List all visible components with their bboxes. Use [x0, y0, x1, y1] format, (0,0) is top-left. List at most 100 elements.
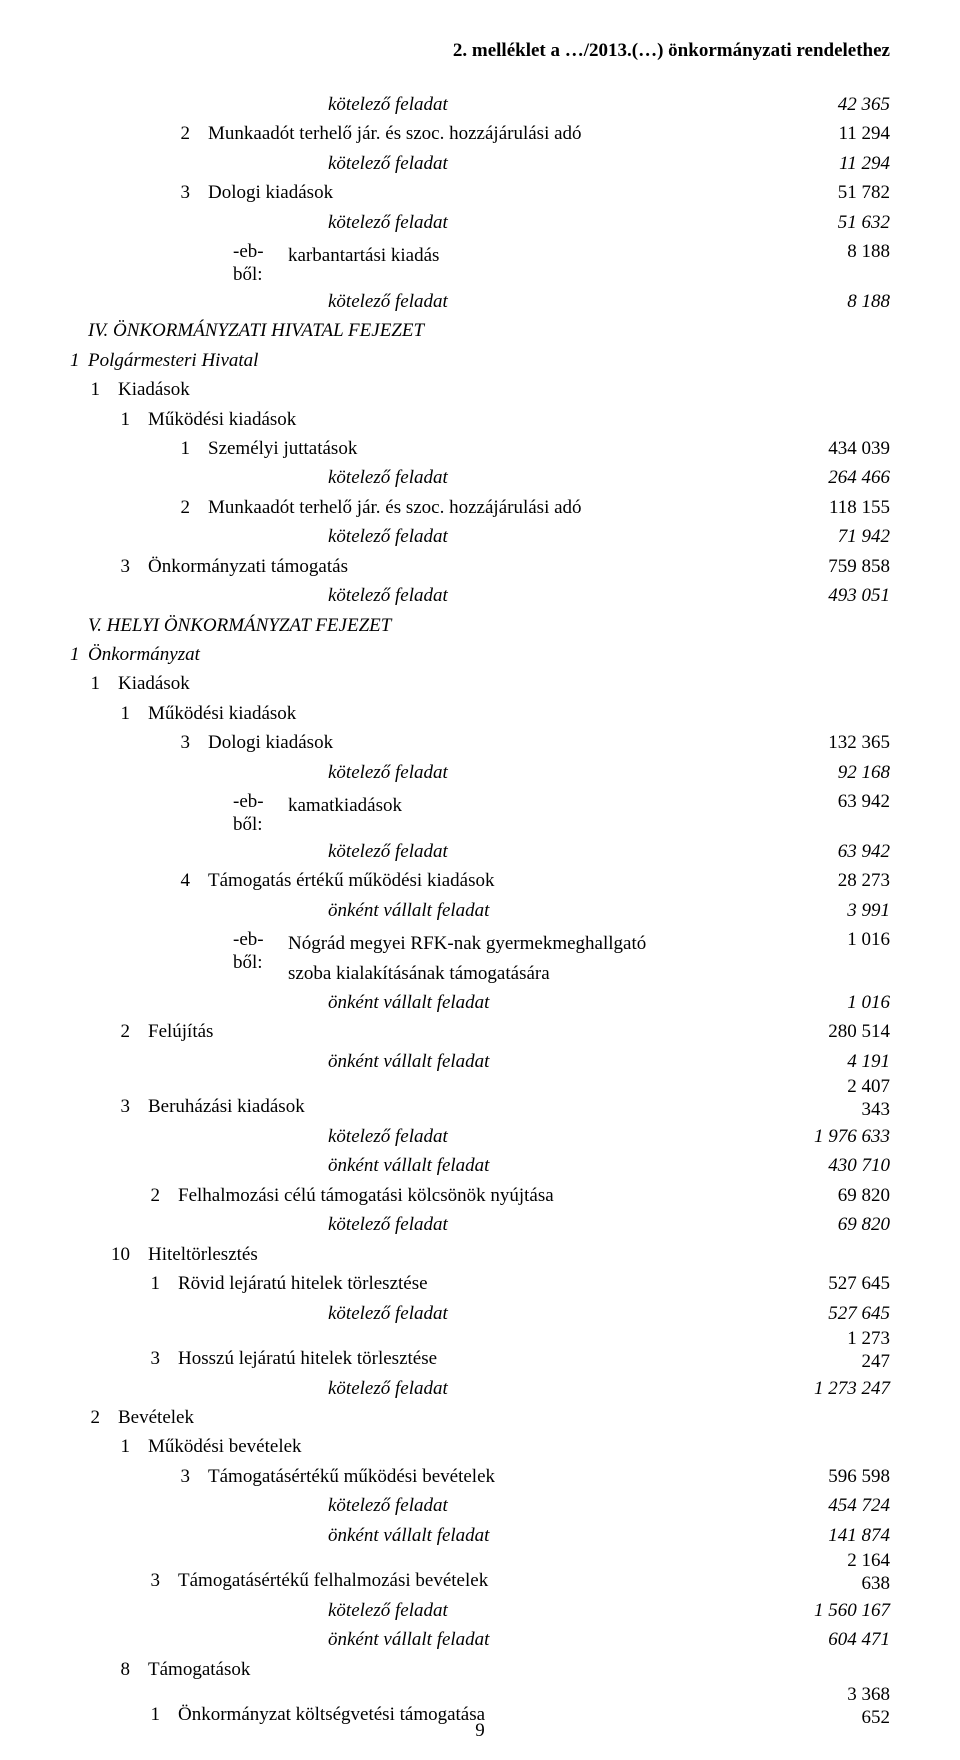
row-label: Önkormányzati támogatás	[148, 552, 770, 581]
row-label: Támogatások	[148, 1655, 770, 1684]
row-label: Dologi kiadások	[208, 178, 770, 207]
row-value: 118 155	[770, 493, 890, 522]
budget-row: önként vállalt feladat604 471	[70, 1625, 890, 1654]
row-label: Hosszú lejáratú hitelek törlesztése	[178, 1344, 770, 1373]
sub-from-prefix: -eb- ből:	[233, 929, 288, 975]
row-value: 8 188	[770, 237, 890, 266]
budget-row: 3Támogatásértékű működési bevételek596 5…	[70, 1462, 890, 1491]
budget-row: 1Működési bevételek	[70, 1432, 890, 1461]
budget-row: önként vállalt feladat141 874	[70, 1521, 890, 1550]
row-label: -eb- ből:kamatkiadások	[238, 791, 770, 837]
budget-row: 2Munkaadót terhelő jár. és szoc. hozzájá…	[70, 493, 890, 522]
row-number: 1	[70, 405, 148, 434]
row-number: 2	[70, 1181, 178, 1210]
page-header: 2. melléklet a …/2013.(…) önkormányzati …	[70, 40, 890, 62]
row-value: 596 598	[770, 1462, 890, 1491]
row-value: 2 164638	[770, 1550, 890, 1596]
row-value: 28 273	[770, 866, 890, 895]
row-label: Kiadások	[118, 669, 770, 698]
budget-row: 3Önkormányzati támogatás759 858	[70, 552, 890, 581]
row-label: Beruházási kiadások	[148, 1092, 770, 1121]
row-label: -eb- ből:karbantartási kiadás	[238, 241, 770, 287]
budget-row: 3Hosszú lejáratú hitelek törlesztése1 27…	[70, 1328, 890, 1374]
row-value: 430 710	[770, 1151, 890, 1180]
budget-row: 2Bevételek	[70, 1403, 890, 1432]
sub-from-label: kamatkiadások	[288, 791, 760, 820]
budget-row: 1Önkormányzat	[70, 640, 890, 669]
budget-row: kötelező feladat71 942	[70, 522, 890, 551]
row-number: 3	[70, 178, 208, 207]
row-number: 3	[70, 1566, 178, 1595]
row-number: 1	[70, 434, 208, 463]
row-label: Támogatásértékű felhalmozási bevételek	[178, 1566, 770, 1595]
row-label: önként vállalt feladat	[328, 988, 770, 1017]
budget-row: önként vállalt feladat1 016	[70, 988, 890, 1017]
budget-row: önként vállalt feladat4 191	[70, 1047, 890, 1076]
sub-from-label: Nógrád megyei RFK-nak gyermekmeghallgató…	[288, 929, 760, 988]
row-number: 3	[70, 728, 208, 757]
budget-row: 4Támogatás értékű működési kiadások28 27…	[70, 866, 890, 895]
row-value: 604 471	[770, 1625, 890, 1654]
row-label: Felhalmozási célú támogatási kölcsönök n…	[178, 1181, 770, 1210]
row-number: 10	[70, 1240, 148, 1269]
row-label: kötelező feladat	[328, 837, 770, 866]
row-label: önként vállalt feladat	[328, 896, 770, 925]
row-label: -eb- ből:Nógrád megyei RFK-nak gyermekme…	[238, 929, 770, 988]
row-label: kötelező feladat	[328, 149, 770, 178]
budget-row: kötelező feladat1 560 167	[70, 1596, 890, 1625]
budget-row: kötelező feladat63 942	[70, 837, 890, 866]
row-value: 264 466	[770, 463, 890, 492]
row-label: kötelező feladat	[328, 1210, 770, 1239]
budget-row: önként vállalt feladat3 991	[70, 896, 890, 925]
row-value: 63 942	[770, 787, 890, 816]
budget-row: -eb- ből:kamatkiadások63 942	[70, 787, 890, 837]
row-label: Működési bevételek	[148, 1432, 770, 1461]
row-value: 527 645	[770, 1269, 890, 1298]
row-label: Önkormányzat	[88, 640, 770, 669]
row-label: Munkaadót terhelő jár. és szoc. hozzájár…	[208, 493, 770, 522]
row-value: 3 991	[770, 896, 890, 925]
budget-row: kötelező feladat527 645	[70, 1299, 890, 1328]
row-value: 759 858	[770, 552, 890, 581]
row-number: 3	[70, 552, 148, 581]
row-value: 4 191	[770, 1047, 890, 1076]
row-label: kötelező feladat	[328, 1596, 770, 1625]
row-number: 1	[70, 1269, 178, 1298]
row-value: 71 942	[770, 522, 890, 551]
row-label: Támogatásértékű működési bevételek	[208, 1462, 770, 1491]
row-label: kötelező feladat	[328, 1122, 770, 1151]
budget-row: kötelező feladat92 168	[70, 758, 890, 787]
row-value: 1 016	[770, 988, 890, 1017]
row-label: Felújítás	[148, 1017, 770, 1046]
row-number: 1	[70, 699, 148, 728]
budget-row: kötelező feladat264 466	[70, 463, 890, 492]
budget-row: IV. ÖNKORMÁNYZATI HIVATAL FEJEZET	[70, 316, 890, 345]
row-label: Polgármesteri Hivatal	[88, 346, 770, 375]
row-label: kötelező feladat	[328, 90, 770, 119]
row-number: 3	[70, 1344, 178, 1373]
row-value: 42 365	[770, 90, 890, 119]
row-number: 2	[70, 1403, 118, 1432]
row-label: Bevételek	[118, 1403, 770, 1432]
row-value: 11 294	[770, 119, 890, 148]
budget-row: 2Felújítás280 514	[70, 1017, 890, 1046]
budget-row: -eb- ből:karbantartási kiadás8 188	[70, 237, 890, 287]
row-number: 1	[70, 1432, 148, 1461]
row-number: 4	[70, 866, 208, 895]
budget-row: kötelező feladat69 820	[70, 1210, 890, 1239]
sub-from-prefix: -eb- ből:	[233, 241, 288, 287]
sub-from-prefix: -eb- ből:	[233, 791, 288, 837]
row-label: Munkaadót terhelő jár. és szoc. hozzájár…	[208, 119, 770, 148]
row-value: 51 632	[770, 208, 890, 237]
row-value: 69 820	[770, 1181, 890, 1210]
row-label: Személyi juttatások	[208, 434, 770, 463]
budget-row: 2Munkaadót terhelő jár. és szoc. hozzájá…	[70, 119, 890, 148]
row-label: IV. ÖNKORMÁNYZATI HIVATAL FEJEZET	[88, 316, 770, 345]
budget-row: 1Működési kiadások	[70, 405, 890, 434]
row-value: 527 645	[770, 1299, 890, 1328]
row-label: kötelező feladat	[328, 208, 770, 237]
budget-row: 1Személyi juttatások434 039	[70, 434, 890, 463]
row-value: 280 514	[770, 1017, 890, 1046]
budget-row: 3Beruházási kiadások2 407343	[70, 1076, 890, 1122]
budget-row: 1Kiadások	[70, 669, 890, 698]
